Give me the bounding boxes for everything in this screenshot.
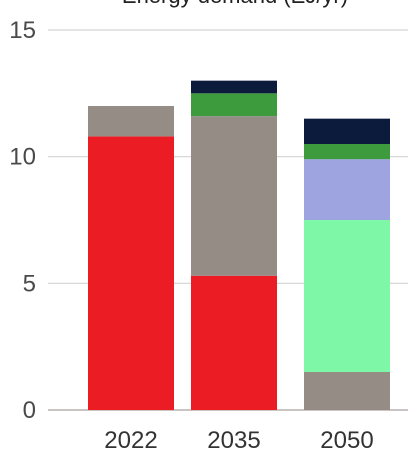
bar-segment-2035-s4 xyxy=(191,93,277,117)
title-layer: Energy demand (EJ/yr) xyxy=(122,0,348,8)
bar-segment-2035-s5 xyxy=(191,80,277,94)
bar-segment-2050-s3 xyxy=(304,159,390,220)
bar-segment-2035-s0 xyxy=(191,275,277,410)
y-tick-label-15: 15 xyxy=(9,17,36,44)
x-tick-label-2050: 2050 xyxy=(320,427,373,454)
x-tick-label-2022: 2022 xyxy=(104,427,157,454)
bar-segment-2022-s1 xyxy=(88,106,174,137)
bar-segment-2035-s1 xyxy=(191,116,277,276)
x-tick-label-2035: 2035 xyxy=(207,427,260,454)
bar-segment-2050-s1 xyxy=(304,372,390,410)
y-tick-label-5: 5 xyxy=(23,270,36,297)
y-tick-label-10: 10 xyxy=(9,144,36,171)
axis-layer: 0 5 10 15 2022 2035 2050 xyxy=(9,17,373,454)
chart-title: Energy demand (EJ/yr) xyxy=(122,0,348,8)
bar-segment-2050-s5 xyxy=(304,118,390,144)
bar-segment-2022-s0 xyxy=(88,136,174,410)
bar-segment-2050-s2 xyxy=(304,220,390,372)
bar-layer xyxy=(88,80,390,410)
y-tick-label-0: 0 xyxy=(23,397,36,424)
bar-segment-2050-s4 xyxy=(304,144,390,160)
